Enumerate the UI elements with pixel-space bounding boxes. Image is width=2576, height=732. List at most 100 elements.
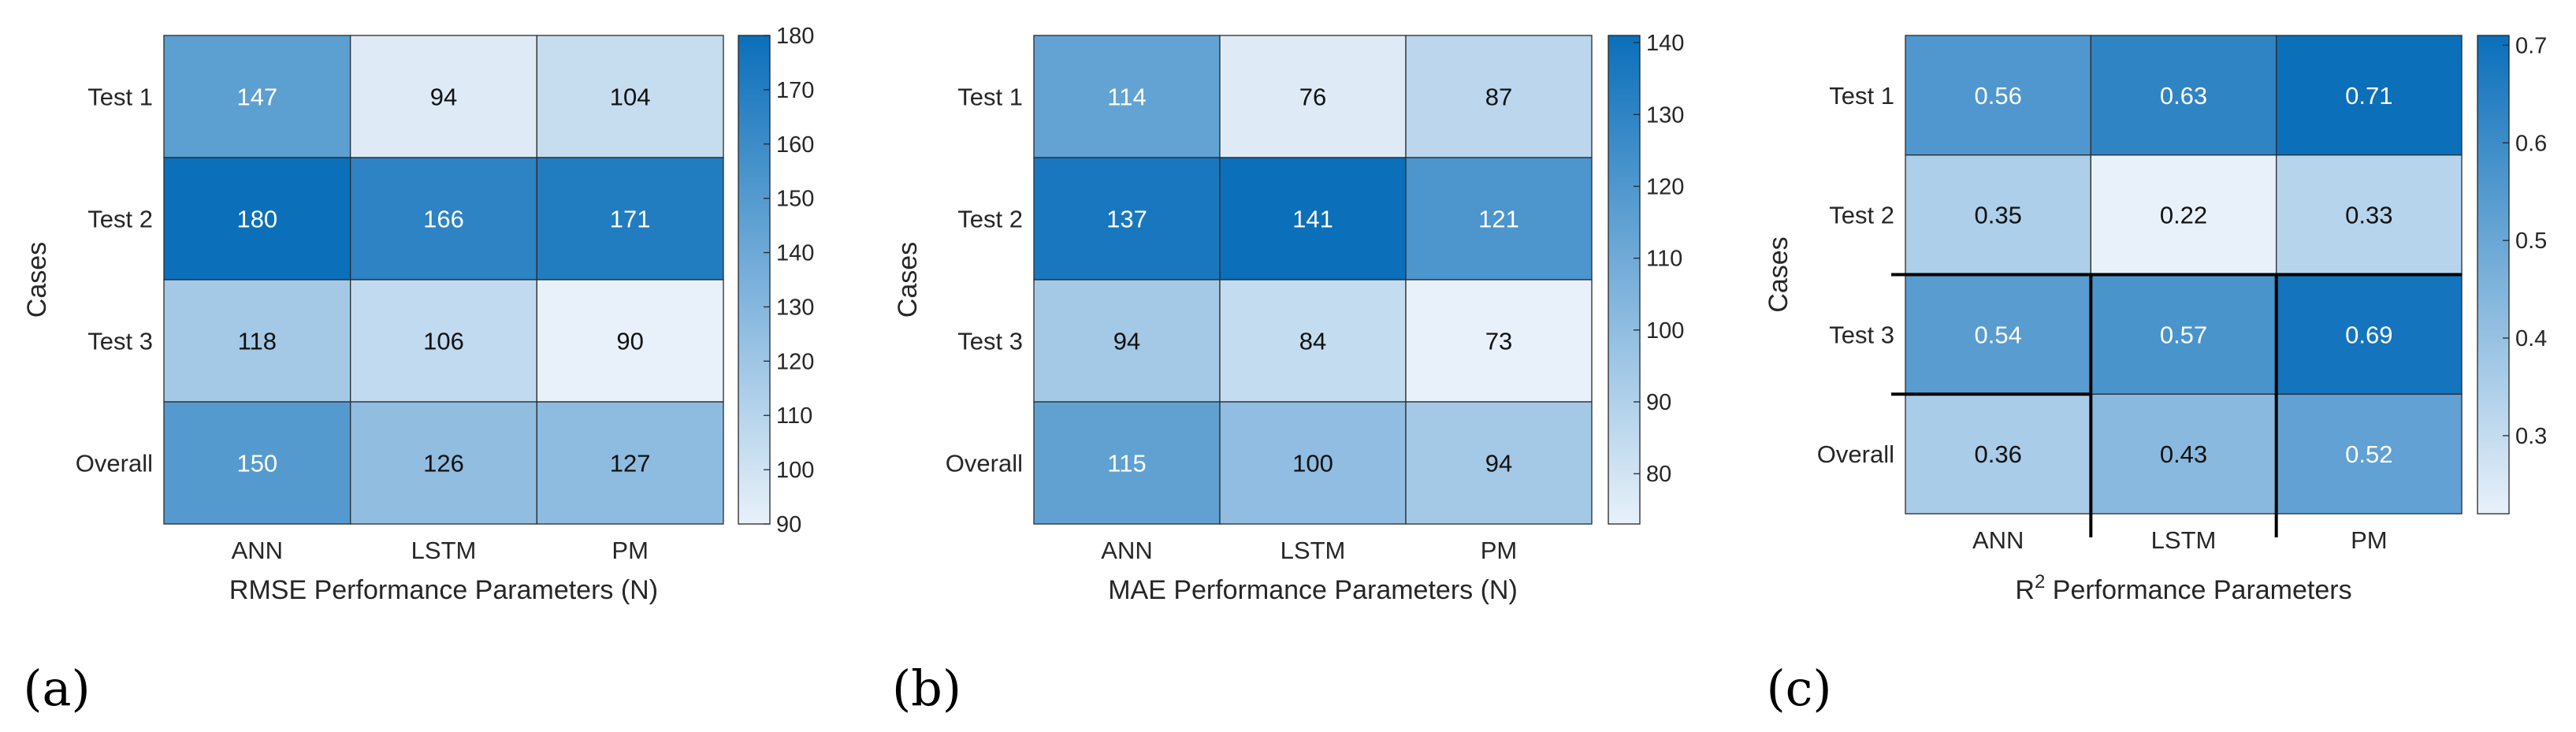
heatmap-cell (1905, 393, 2091, 515)
heatmap-cell (2090, 154, 2277, 276)
cell-value: 0.33 (2345, 202, 2392, 229)
heatmap-cell (163, 35, 351, 158)
cell-value: 121 (1478, 206, 1519, 233)
highlight-lines (1891, 273, 2462, 537)
heatmap-cell (163, 401, 351, 525)
heatmap-cell (2276, 35, 2463, 156)
cell-value: 0.71 (2345, 82, 2392, 110)
colorbar-tick-label: 180 (776, 24, 814, 49)
cell-value: 118 (238, 328, 277, 355)
x-tick-label: ANN (1972, 526, 2024, 554)
cell-value: 90 (616, 328, 643, 355)
colorbar-tick-label: 130 (776, 295, 814, 320)
cell-value: 0.43 (2160, 440, 2207, 468)
x-axis-label: MAE Performance Parameters (N) (1108, 575, 1518, 605)
heatmap-cell (1905, 273, 2091, 395)
y-axis-label: Cases (893, 242, 923, 318)
y-tick-label: Test 2 (1829, 202, 1894, 229)
x-tick-label: PM (611, 537, 649, 564)
heatmap-panel-3: 0.56 0.63 0.71 0.35 0.22 0.33 0.54 0.57 0.69 0.36… (1764, 33, 2547, 717)
y-tick-label: Test 1 (1829, 82, 1894, 110)
heatmap-cell (350, 157, 537, 281)
colorbar-tick-label: 0.3 (2515, 424, 2547, 449)
x-axis-label-rest: Performance Parameters (2045, 575, 2351, 605)
cell-value: 0.54 (1974, 321, 2021, 348)
cell-value: 114 (1107, 84, 1146, 111)
x-axis-label: R2 Performance Parameters (2015, 571, 2351, 605)
heatmap-cell (163, 157, 351, 281)
heatmap-cell (163, 279, 351, 403)
colorbar-tick-label: 120 (776, 349, 814, 374)
y-tick-label: Overall (946, 450, 1023, 477)
cell-value: 115 (1107, 450, 1146, 477)
colorbar-tick-label: 120 (1646, 174, 1684, 199)
cell-value: 0.35 (1974, 202, 2021, 229)
x-axis-label-superscript: 2 (2035, 571, 2045, 593)
x-tick-label: ANN (1101, 537, 1152, 564)
cell-value: 0.63 (2160, 82, 2207, 110)
colorbar-tick-label: 140 (1646, 31, 1684, 56)
colorbar-tick-label: 110 (776, 403, 812, 429)
heatmap-cell (1219, 401, 1407, 525)
cell-value: 73 (1485, 328, 1512, 355)
panel-label: (a) (23, 660, 90, 717)
x-tick-label: LSTM (411, 537, 477, 564)
y-tick-label: Test 1 (957, 84, 1023, 111)
cell-value: 106 (423, 328, 464, 355)
heatmap-cell (1033, 35, 1221, 158)
cell-value: 126 (423, 450, 464, 477)
heatmap-panel-1: 147 94 104 180 166 171 118 106 90 150 126 127 Test 1… (22, 24, 814, 717)
cell-value: 171 (610, 206, 651, 233)
heatmap-cell (1033, 401, 1221, 525)
x-tick-label: LSTM (2151, 526, 2217, 554)
heatmap-cell (536, 401, 724, 525)
y-tick-label: Test 1 (87, 84, 153, 111)
panel-label: (c) (1766, 660, 1831, 717)
x-axis-label: RMSE Performance Parameters (N) (229, 575, 658, 605)
colorbar-tick-label: 90 (776, 512, 801, 537)
cell-value: 147 (236, 84, 277, 111)
x-tick-label: ANN (232, 537, 283, 564)
heatmap-cell (350, 35, 537, 158)
colorbar-tick-label: 170 (776, 78, 814, 103)
x-tick-label: LSTM (1281, 537, 1346, 564)
colorbar-tick-label: 0.6 (2515, 131, 2547, 156)
y-tick-label: Test 2 (957, 206, 1023, 233)
heatmap-cell (2090, 273, 2277, 395)
colorbar (2477, 35, 2510, 515)
cell-value: 180 (236, 206, 277, 233)
colorbar-tick-label: 160 (776, 132, 814, 158)
cell-value: 0.52 (2345, 440, 2392, 468)
heatmap-cell (536, 35, 724, 158)
heatmap-cell (1033, 157, 1221, 281)
heatmap-cell (1033, 279, 1221, 403)
colorbar-tick-label: 150 (776, 187, 814, 212)
cell-value: 0.69 (2345, 321, 2392, 348)
colorbar-tick-label: 0.7 (2515, 33, 2547, 58)
cell-value: 94 (430, 84, 457, 111)
colorbar-tick-label: 0.5 (2515, 229, 2547, 254)
colorbar (1608, 35, 1641, 525)
colorbar-tick-label: 130 (1646, 102, 1684, 128)
cell-value: 0.22 (2160, 202, 2207, 229)
x-tick-label: PM (2351, 526, 2388, 554)
heatmap-cell (2090, 393, 2277, 515)
cell-value: 0.56 (1974, 82, 2021, 110)
colorbar (738, 35, 771, 525)
cell-value: 166 (423, 206, 464, 233)
heatmap-cell (1405, 157, 1593, 281)
heatmap-cell (2276, 273, 2463, 395)
y-axis-label: Cases (22, 242, 52, 318)
x-tick-label: PM (1481, 537, 1518, 564)
heatmap-cell (1405, 35, 1593, 158)
heatmap-cell (2276, 154, 2463, 276)
y-tick-label: Test 2 (87, 206, 153, 233)
heatmap-cell (1905, 154, 2091, 276)
cell-value: 87 (1485, 84, 1512, 111)
y-axis-label: Cases (1764, 236, 1794, 312)
colorbar-tick-label: 80 (1646, 462, 1671, 487)
cell-value: 84 (1299, 328, 1326, 355)
colorbar-tick-label: 140 (776, 241, 814, 266)
colorbar-tick-label: 100 (776, 458, 814, 483)
